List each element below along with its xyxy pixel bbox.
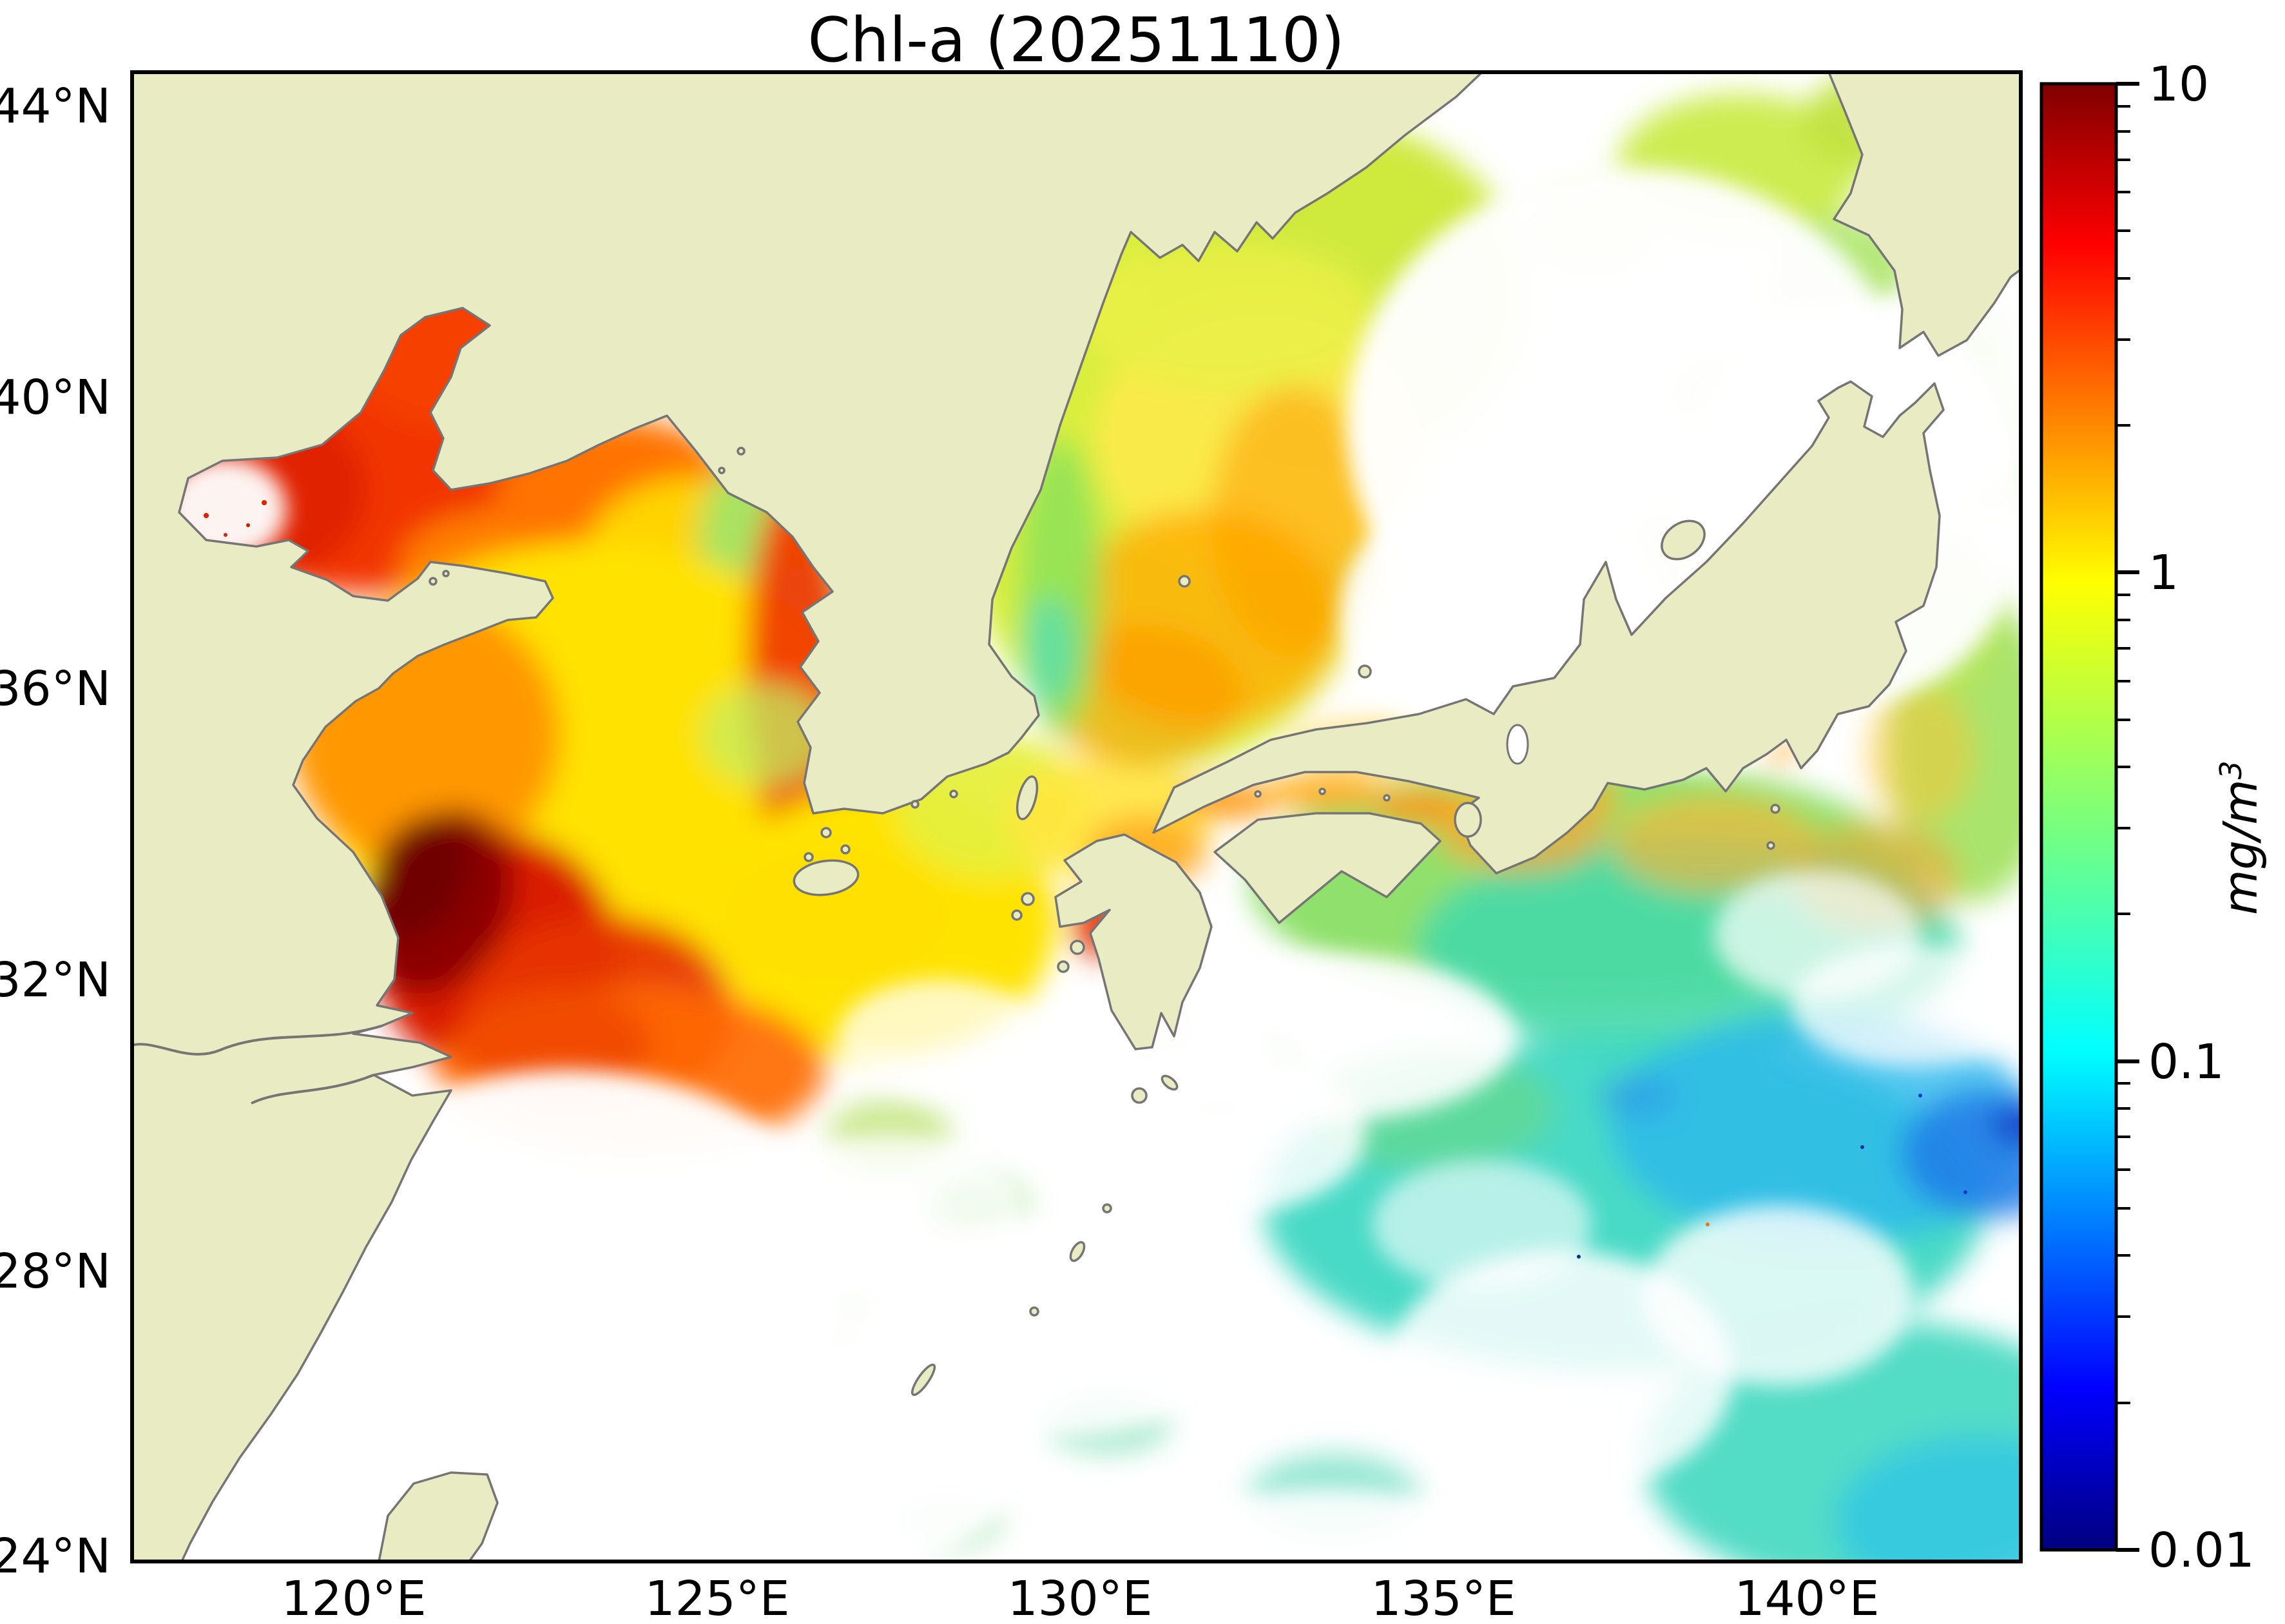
lon-tick-label: 135°E: [1371, 1571, 1516, 1624]
colorbar-tick-labels: 10 1 0.1 0.01: [2148, 57, 2255, 1578]
land-amami-island: [1069, 1241, 1086, 1262]
land-okinawa-island: [911, 1363, 936, 1397]
colorbar-minor-ticks: [2116, 105, 2130, 1404]
land-islet: [840, 844, 851, 855]
lat-tick-label: 36°N: [0, 661, 111, 717]
lon-tick-label: 140°E: [1735, 1571, 1880, 1624]
land-islet: [1070, 940, 1085, 955]
land-seto-islet: [1254, 790, 1262, 798]
colorbar-unit-exponent: 3: [2213, 760, 2248, 779]
land-jeju-island: [793, 859, 860, 896]
colorbar-major-ticks: [2116, 82, 2139, 1552]
land-shikoku: [1213, 812, 1441, 924]
qiantang-river: [251, 1074, 374, 1105]
land-yakushima: [1131, 1087, 1148, 1104]
land-islet: [949, 789, 958, 798]
land-awaji-island: [1454, 802, 1482, 838]
lat-tick-label: 28°N: [0, 1244, 111, 1299]
land-masses: [132, 72, 2021, 1561]
colorbar-unit-base: mg/m: [2213, 780, 2268, 915]
land-islet: [804, 852, 814, 862]
land-islet: [820, 827, 832, 838]
land-oki-island: [1358, 664, 1372, 679]
lat-tick-label: 24°N: [0, 1529, 111, 1584]
land-islet: [737, 447, 746, 456]
land-islet: [429, 577, 438, 586]
yangtze-river: [132, 1025, 382, 1056]
land-kyushu: [1054, 833, 1213, 1050]
colorbar-outline: [2039, 82, 2118, 1552]
colorbar-tick-label: 1: [2148, 545, 2179, 601]
land-taiwan: [378, 1471, 499, 1561]
land-sado-island: [1661, 519, 1706, 561]
land-tanegashima: [1161, 1074, 1179, 1091]
map-border: [130, 70, 2023, 1563]
colorbar-tick-label: 0.1: [2148, 1034, 2224, 1090]
land-ulleung-island: [1178, 575, 1191, 588]
land-izu-islet: [1766, 841, 1775, 850]
colorbar: 10 1 0.1 0.01 mg/m3: [2039, 57, 2268, 1578]
lat-tick-label: 32°N: [0, 952, 111, 1008]
lon-tick-label: 130°E: [1008, 1571, 1153, 1624]
land-islet: [1011, 909, 1023, 921]
land-islet: [718, 467, 726, 474]
land-islet: [1029, 1306, 1039, 1317]
land-islet: [911, 800, 920, 809]
rivers: [132, 1025, 382, 1105]
land-seto-islet: [1318, 788, 1326, 795]
colorbar-unit-label: mg/m3: [2213, 760, 2268, 915]
lat-axis: 44°N 40°N 36°N 32°N 28°N 24°N: [0, 79, 111, 1584]
lon-tick-label: 125°E: [645, 1571, 790, 1624]
lon-tick-label: 120°E: [282, 1571, 427, 1624]
lat-tick-label: 40°N: [0, 370, 111, 425]
value-speckles: [204, 500, 1967, 1259]
land-seto-islet: [1383, 794, 1391, 802]
figure-title: Chl-a (20251110): [807, 5, 1344, 76]
land-izu-islet: [1770, 804, 1780, 814]
chlorophyll-raster: [148, 72, 2021, 1561]
map-area: [132, 72, 2021, 1561]
lake-biwa: [1506, 724, 1529, 765]
land-islet: [1021, 892, 1035, 906]
colorbar-gradient: [2041, 84, 2116, 1550]
land-hokkaido: [1827, 72, 2021, 357]
colorbar-tick-label: 10: [2148, 57, 2209, 112]
land-islet: [1057, 960, 1070, 973]
land-islet: [442, 570, 450, 577]
lon-axis: 120°E 125°E 130°E 135°E 140°E: [282, 1571, 1880, 1624]
colorbar-tick-label: 0.01: [2148, 1523, 2255, 1578]
land-islet: [1102, 1203, 1112, 1213]
lat-tick-label: 44°N: [0, 79, 111, 134]
land-tsushima-island: [1016, 775, 1039, 820]
